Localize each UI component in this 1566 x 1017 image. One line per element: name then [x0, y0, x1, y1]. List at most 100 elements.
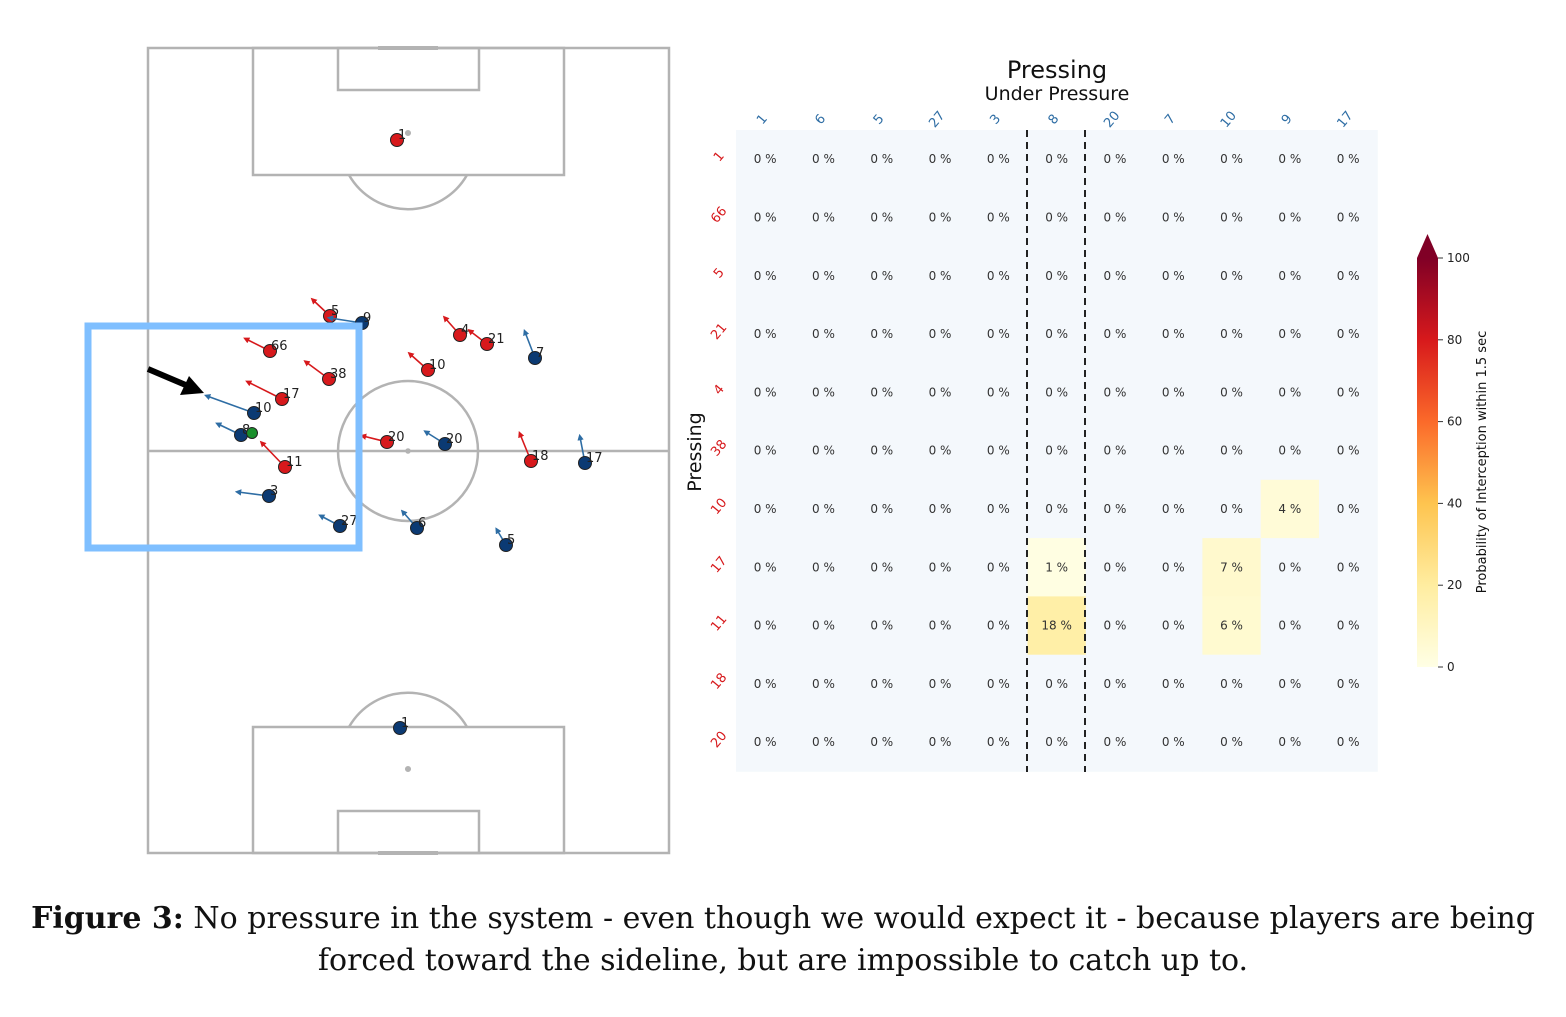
red-player-dot	[278, 460, 292, 474]
heatmap-cell-label: 0 %	[987, 677, 1010, 691]
heatmap-cell-label: 0 %	[929, 152, 952, 166]
y-tick-label: 11	[708, 612, 730, 634]
blue-player-dot	[499, 538, 513, 552]
heatmap-cell-label: 0 %	[1104, 210, 1127, 224]
red-player-label: 11	[286, 455, 303, 470]
heatmap-cell	[736, 538, 795, 597]
heatmap-cell-label: 0 %	[1104, 385, 1127, 399]
red-player-label: 17	[283, 387, 300, 402]
heatmap-cell	[1085, 246, 1145, 306]
heatmap-cell-label: 0 %	[812, 560, 835, 574]
red-player-label: 20	[388, 430, 405, 445]
y-tick-label: 10	[708, 496, 730, 518]
heatmap-cell	[736, 713, 795, 772]
heatmap-cell-label: 0 %	[1337, 735, 1360, 749]
center-spot	[405, 448, 411, 454]
blue-player-dot	[528, 351, 542, 365]
red-player: 4	[442, 315, 469, 342]
heatmap-cell	[969, 654, 1028, 714]
blue-player: 6	[400, 509, 426, 535]
heatmap-cell	[852, 246, 912, 306]
heatmap-cell-label: 0 %	[870, 560, 893, 574]
blue-player: 27	[318, 514, 358, 533]
heatmap-cell	[794, 188, 854, 248]
blue-player-dot	[410, 521, 424, 535]
heatmap-cell-label: 0 %	[1220, 385, 1243, 399]
blue-player: 5	[495, 527, 515, 552]
heatmap-cell-label: 0 %	[754, 560, 777, 574]
heatmap-cell-label: 0 %	[1278, 619, 1301, 633]
blue-player-dot	[247, 406, 261, 420]
blue-player-label: 3	[270, 484, 278, 499]
heatmap-cell-label: 0 %	[1278, 385, 1301, 399]
heatmap-cell	[1202, 304, 1262, 364]
heatmap-cell	[1260, 654, 1320, 714]
colorbar-tick-label: 0	[1447, 660, 1455, 674]
red-player-label: 21	[488, 332, 505, 347]
blue-player: 17	[577, 433, 603, 470]
heatmap-cell-label: 0 %	[1337, 502, 1360, 516]
heatmap-cell-label: 0 %	[1278, 560, 1301, 574]
bottom-penalty-box	[251, 725, 566, 855]
heatmap-cell	[1319, 304, 1378, 364]
red-player: 18	[518, 431, 549, 468]
heatmap-cell-label: 18 %	[1041, 619, 1072, 633]
heatmap-cell	[969, 363, 1028, 422]
heatmap-xlabel: Under Pressure	[985, 83, 1130, 105]
heatmap-cell	[1144, 188, 1203, 248]
x-tick-label: 20	[1101, 109, 1123, 131]
heatmap-cell	[969, 304, 1028, 364]
blue-player-label: 9	[363, 311, 371, 326]
heatmap-cell-label: 0 %	[870, 677, 893, 691]
heatmap-cell-label: 0 %	[812, 677, 835, 691]
heatmap-cell	[1202, 538, 1262, 597]
heatmap-cell	[794, 479, 854, 539]
heatmap-cell-label: 0 %	[870, 444, 893, 458]
red-player-dot	[421, 363, 435, 377]
red-player-dot	[453, 328, 467, 342]
heatmap-cell-label: 0 %	[1337, 269, 1360, 283]
heatmap-cell	[1027, 538, 1087, 597]
heatmap-cell-label: 0 %	[987, 619, 1010, 633]
heatmap-cell-label: 0 %	[987, 152, 1010, 166]
heatmap-cell-label: 0 %	[870, 502, 893, 516]
x-tick-label: 17	[1334, 109, 1356, 131]
heatmap-cell-label: 0 %	[1278, 444, 1301, 458]
heatmap-cell-label: 0 %	[987, 502, 1010, 516]
heatmap-cell	[1027, 654, 1087, 714]
heatmap-cell-label: 0 %	[1104, 560, 1127, 574]
colorbar-tick-label: 100	[1447, 251, 1470, 265]
heatmap-cell	[969, 421, 1028, 481]
heatmap-cell-label: 1 %	[1045, 560, 1068, 574]
heatmap-cell-label: 0 %	[1337, 210, 1360, 224]
colorbar-label: Probability of Interception within 1.5 s…	[1475, 331, 1490, 593]
heatmap-cell-label: 0 %	[1104, 269, 1127, 283]
heatmap-cell	[1085, 654, 1145, 714]
heatmap-cell	[1319, 713, 1378, 772]
red-player: 66	[243, 337, 288, 358]
y-tick-label: 38	[708, 437, 730, 459]
heatmap-cell-label: 0 %	[1162, 444, 1185, 458]
heatmap-cell-label: 0 %	[1045, 677, 1068, 691]
heatmap-title: Pressing	[1007, 56, 1107, 84]
heatmap-cell-label: 0 %	[754, 735, 777, 749]
heatmap-cell-label: 0 %	[987, 269, 1010, 283]
heatmap-cell-label: 0 %	[1220, 502, 1243, 516]
heatmap-cell	[910, 246, 970, 306]
heatmap-cell-label: 0 %	[929, 619, 952, 633]
heatmap-cell	[1202, 246, 1262, 306]
heatmap-cell-label: 0 %	[870, 152, 893, 166]
heatmap-cell	[969, 188, 1028, 248]
heatmap-cell	[1144, 713, 1203, 772]
heatmap-cell	[1144, 363, 1203, 422]
heatmap-cell	[1027, 188, 1087, 248]
heatmap-cell-label: 0 %	[1045, 210, 1068, 224]
heatmap-cell	[1144, 654, 1203, 714]
heatmap-cell	[969, 479, 1028, 539]
heatmap-cell-label: 0 %	[929, 385, 952, 399]
heatmap-cell-label: 0 %	[1220, 735, 1243, 749]
heatmap-cell-label: 0 %	[1337, 385, 1360, 399]
heatmap-cell-label: 0 %	[1045, 385, 1068, 399]
heatmap-cell-label: 6 %	[1220, 619, 1243, 633]
heatmap-cell	[969, 130, 1028, 189]
